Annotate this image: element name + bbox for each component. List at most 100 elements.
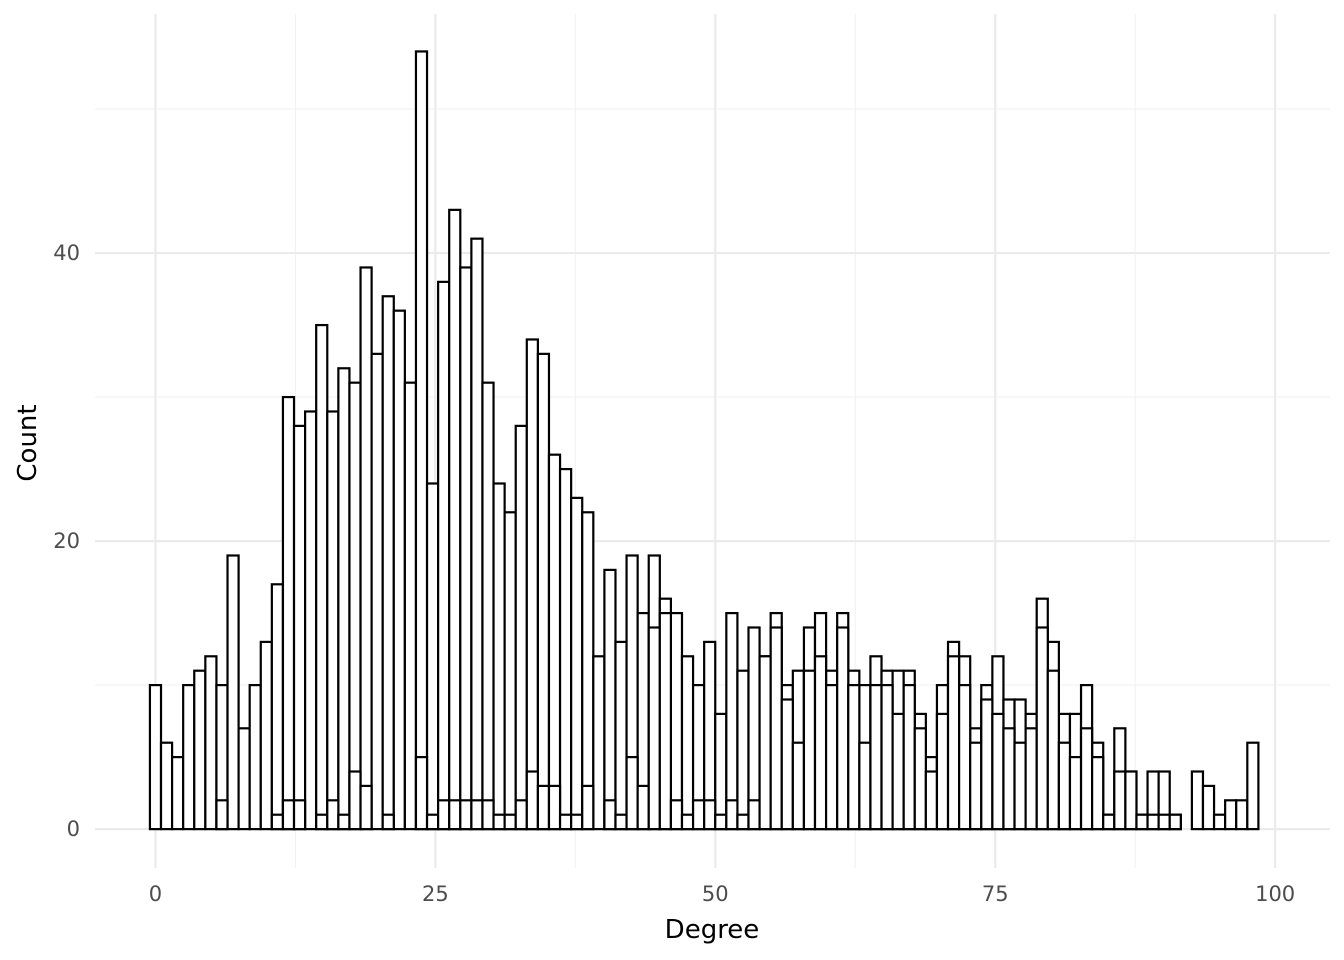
histogram-bar — [536, 784, 551, 831]
histogram-bar — [1024, 727, 1038, 831]
histogram-bar — [647, 626, 661, 831]
histogram-bar — [824, 684, 839, 831]
histogram-bar — [359, 784, 373, 831]
histogram-bar — [769, 626, 783, 831]
histogram-bar — [558, 813, 573, 831]
histogram-bar — [1168, 813, 1182, 831]
x-tick-label: 50 — [702, 882, 729, 906]
histogram-bar — [736, 669, 750, 831]
histogram-bar — [891, 712, 905, 831]
histogram-bar — [1201, 784, 1216, 831]
y-tick-label: 0 — [67, 817, 80, 841]
histogram-bar — [714, 813, 728, 831]
x-tick-label: 0 — [149, 882, 162, 906]
histogram-bar — [1046, 669, 1060, 831]
histogram-bar — [437, 799, 451, 831]
histogram-bar — [747, 799, 761, 831]
histogram-bar — [215, 799, 229, 831]
histogram-bar — [503, 813, 517, 831]
histogram-bar — [414, 756, 429, 831]
histogram-bar — [204, 655, 218, 831]
histogram-bar — [248, 684, 262, 831]
histogram-bar — [414, 50, 429, 831]
histogram-bar — [747, 626, 761, 831]
x-tick-label: 75 — [982, 882, 1009, 906]
histogram-bar — [570, 813, 584, 831]
histogram-bar — [425, 482, 440, 831]
histogram-bar — [603, 799, 617, 831]
histogram-bar — [237, 727, 251, 831]
histogram-bar — [492, 813, 506, 831]
histogram-bar — [514, 424, 528, 831]
histogram-bar — [1002, 727, 1016, 831]
histogram-bar — [270, 813, 285, 831]
histogram-bar — [847, 684, 861, 831]
x-axis-tick-labels: 0 25 50 75 100 — [149, 882, 1295, 906]
histogram-bar — [481, 799, 495, 831]
histogram-bar — [1102, 813, 1116, 831]
histogram-bar — [1068, 756, 1083, 831]
histogram-bar — [691, 799, 706, 831]
x-tick-label: 100 — [1255, 882, 1295, 906]
histogram-bar — [148, 684, 163, 831]
histogram-bar — [547, 784, 562, 831]
x-tick-label: 25 — [422, 882, 449, 906]
histogram-bar — [348, 770, 362, 831]
histogram-bar — [1113, 770, 1127, 831]
histogram-bar — [581, 511, 595, 831]
histogram-bar — [780, 698, 794, 831]
histogram-bar — [481, 381, 495, 831]
histogram-bar — [669, 611, 684, 831]
histogram-bar — [1124, 770, 1138, 831]
histogram-bar — [924, 770, 939, 831]
histogram-bar — [503, 511, 517, 831]
histogram-bar — [448, 208, 462, 831]
histogram-bar — [669, 799, 684, 831]
histogram-bar — [547, 453, 562, 831]
histogram-bar — [1246, 741, 1260, 831]
histogram-bar — [869, 684, 883, 831]
histogram-bar — [614, 813, 628, 831]
histogram-bar — [614, 640, 628, 831]
histogram-bar — [625, 756, 639, 831]
y-tick-label: 40 — [53, 241, 80, 265]
histogram-bar — [525, 770, 539, 831]
histogram-bar — [381, 813, 395, 831]
histogram-bar — [292, 424, 307, 831]
histogram-bar — [703, 799, 717, 831]
histogram-bar — [802, 669, 817, 831]
histogram-bar — [359, 266, 373, 831]
histogram-bar — [425, 813, 440, 831]
histogram-bar — [1013, 741, 1027, 831]
histogram-bar — [658, 611, 673, 831]
histogram-bar — [1091, 756, 1105, 831]
histogram-bar — [448, 799, 462, 831]
histogram-bar — [470, 799, 484, 831]
histogram-bar — [514, 799, 528, 831]
histogram-bar — [403, 381, 418, 831]
histogram-bar — [381, 295, 395, 831]
histogram-bar — [714, 712, 728, 831]
histogram-bar — [1224, 799, 1238, 831]
histogram-bar — [1079, 727, 1094, 831]
histogram-bars — [148, 50, 1260, 831]
histogram-bar — [913, 727, 927, 831]
histogram-bar — [259, 640, 273, 831]
histogram-bar — [337, 813, 351, 831]
histogram-bar — [1035, 626, 1049, 831]
histogram-bar — [680, 655, 695, 831]
histogram-bar — [193, 669, 207, 831]
histogram-bar — [1235, 799, 1249, 831]
histogram-bar — [304, 410, 318, 831]
histogram-bar — [980, 698, 994, 831]
histogram-bar — [858, 741, 872, 831]
histogram-bar — [791, 741, 806, 831]
histogram-bar — [525, 338, 539, 831]
histogram-bar — [392, 309, 406, 831]
histogram-bar — [470, 237, 484, 831]
histogram-bar — [270, 583, 285, 831]
histogram-bar — [326, 799, 340, 831]
histogram-bar — [946, 655, 961, 831]
histogram-bar — [337, 367, 351, 831]
